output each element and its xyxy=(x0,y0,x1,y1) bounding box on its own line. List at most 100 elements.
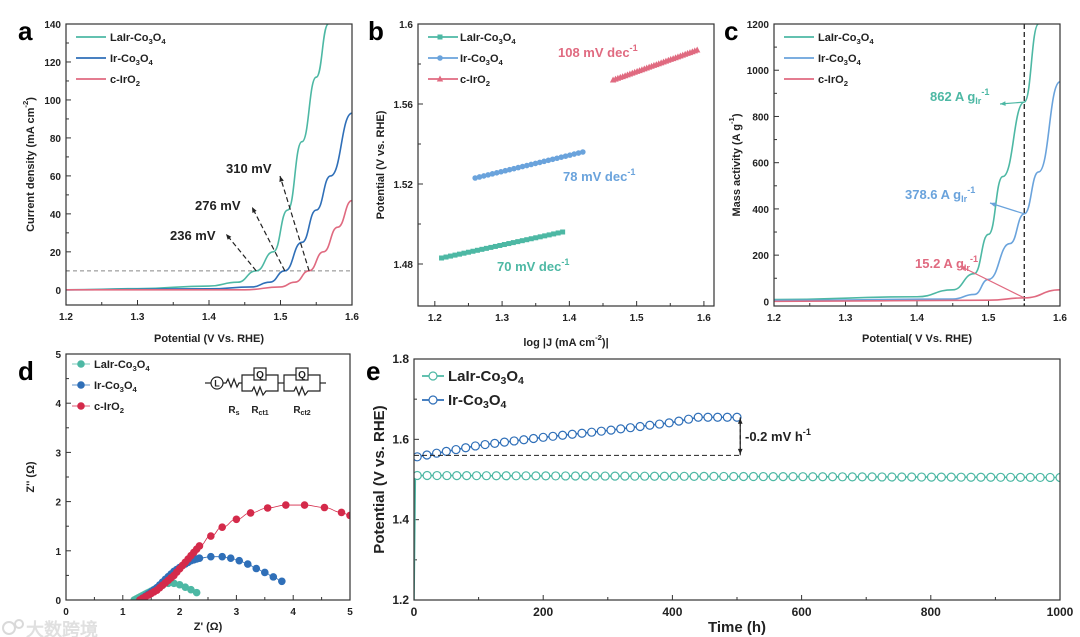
y-axis-title: Z'' (Ω) xyxy=(25,461,37,492)
y-tick-label: 5 xyxy=(55,350,61,361)
annotation-arrow xyxy=(225,233,257,272)
data-point xyxy=(515,239,521,245)
overpotential-label: 310 mV xyxy=(226,161,272,176)
y-tick-label: 1.56 xyxy=(394,100,414,111)
annotation-arrow xyxy=(279,175,310,272)
panel-b: b 1.2 1.3 1.4 1.5 1.6 1.48 1.52 1.56 1.6 log |J (m… xyxy=(368,16,715,349)
data-point xyxy=(461,443,471,453)
data-point xyxy=(616,424,626,434)
x-tick-label: 0 xyxy=(411,605,418,619)
legend-label: c-IrO2​ xyxy=(818,74,848,88)
y-tick-label: 1.6 xyxy=(399,20,413,31)
legend: LaIr-Co3​O4​ Ir-Co3​O4​ c-IrO2​ xyxy=(76,32,166,88)
data-point xyxy=(451,444,461,455)
data-point xyxy=(610,471,620,481)
data-point xyxy=(218,523,226,531)
arrow-head xyxy=(737,418,743,424)
annotation-arrow xyxy=(251,206,286,272)
data-point xyxy=(555,230,561,236)
data-point xyxy=(857,472,867,482)
data-point xyxy=(282,501,290,509)
data-point xyxy=(722,412,732,422)
panel-e: e 0 200 400 600 800 1000 1.2 1.4 1.6 1.8 Time (h) Po… xyxy=(366,352,1074,636)
watermark-text: 大数跨境 xyxy=(26,619,98,637)
annotations: L Q Q Rs Rct1 Rct2 xyxy=(205,367,326,417)
x-tick-label: 1000 xyxy=(1047,605,1074,619)
y-tick-label: 140 xyxy=(44,20,61,31)
data-point xyxy=(346,511,350,520)
data-point xyxy=(818,472,828,482)
data-point xyxy=(546,232,552,238)
data-point xyxy=(551,471,561,481)
data-point xyxy=(1035,472,1045,483)
data-point xyxy=(261,568,269,577)
data-point xyxy=(703,412,713,422)
data-point xyxy=(956,472,966,482)
data-point xyxy=(606,425,616,435)
data-point xyxy=(976,472,986,482)
data-point xyxy=(499,437,510,447)
y-tick-label: 1.2 xyxy=(392,593,409,607)
data-point xyxy=(630,471,640,481)
panel-letter: d xyxy=(18,356,34,386)
data-point xyxy=(659,471,670,481)
series-line xyxy=(774,80,1060,302)
x-axis-title: Time (h) xyxy=(708,619,766,636)
series-LaIr-Co3O4 xyxy=(774,24,1040,301)
legend: LaIr-Co3​O4​ Ir-Co3​O4​ c-IrO2​ xyxy=(72,359,150,415)
series-line xyxy=(66,199,352,291)
cpe-symbol xyxy=(253,367,267,381)
legend-label: LaIr-Co3​O4​ xyxy=(94,359,150,373)
data-point xyxy=(498,168,504,175)
data-point xyxy=(521,471,531,481)
data-point xyxy=(519,435,529,445)
data-point xyxy=(483,245,489,251)
legend-marker xyxy=(77,381,85,389)
plot-area xyxy=(414,412,1060,600)
resistor-rct xyxy=(241,383,279,397)
data-point xyxy=(996,472,1006,482)
data-point xyxy=(551,231,557,237)
data-point xyxy=(524,237,530,243)
y-tick-label: 120 xyxy=(44,58,61,69)
y-axis-title: Potential (V vs. RHE) xyxy=(375,110,387,219)
data-point xyxy=(269,573,278,581)
data-point xyxy=(847,472,857,482)
data-point xyxy=(443,254,449,260)
series-Ir-Co3O4 xyxy=(136,552,286,600)
data-point xyxy=(476,174,483,180)
legend-marker xyxy=(437,34,443,40)
data-point xyxy=(554,155,560,162)
tafel-slope-label: 70 mV dec-1​ xyxy=(497,257,569,274)
data-point xyxy=(536,159,543,166)
data-point xyxy=(936,472,946,482)
legend-label: LaIr-Co3​O4​ xyxy=(448,368,524,387)
y-tick-label: 1.48 xyxy=(394,260,414,271)
plot-frame xyxy=(417,23,715,307)
y-tick-label: 1200 xyxy=(747,20,770,31)
x-tick-label: 3 xyxy=(234,607,240,618)
plot-frame xyxy=(65,23,353,306)
data-point xyxy=(207,532,215,540)
data-point xyxy=(506,241,512,247)
data-point xyxy=(192,588,201,597)
data-point xyxy=(669,471,679,481)
x-tick-label: 200 xyxy=(533,605,553,619)
data-point xyxy=(528,433,539,444)
data-point xyxy=(1005,472,1016,482)
data-point xyxy=(778,472,788,482)
data-point xyxy=(480,173,487,179)
panel-d: d 0 1 2 3 4 5 0 1 2 3 4 5 Z' (Ω) Z'' (Ω) LaIr-Co3​O4​ Ir… xyxy=(18,350,353,633)
data-point xyxy=(519,163,526,170)
x-tick-label: 1 xyxy=(120,607,126,618)
data-point xyxy=(181,583,190,592)
x-tick-label: 1.2 xyxy=(428,313,442,324)
legend-marker xyxy=(428,395,438,405)
legend-label: Ir-Co3​O4​ xyxy=(818,53,862,67)
y-tick-label: 1.6 xyxy=(392,432,409,446)
watermark-icon xyxy=(14,619,24,629)
data-point xyxy=(600,471,610,481)
panel-letter: e xyxy=(366,356,380,386)
x-tick-label: 1.4 xyxy=(910,313,924,324)
resistor-rct xyxy=(283,383,321,397)
